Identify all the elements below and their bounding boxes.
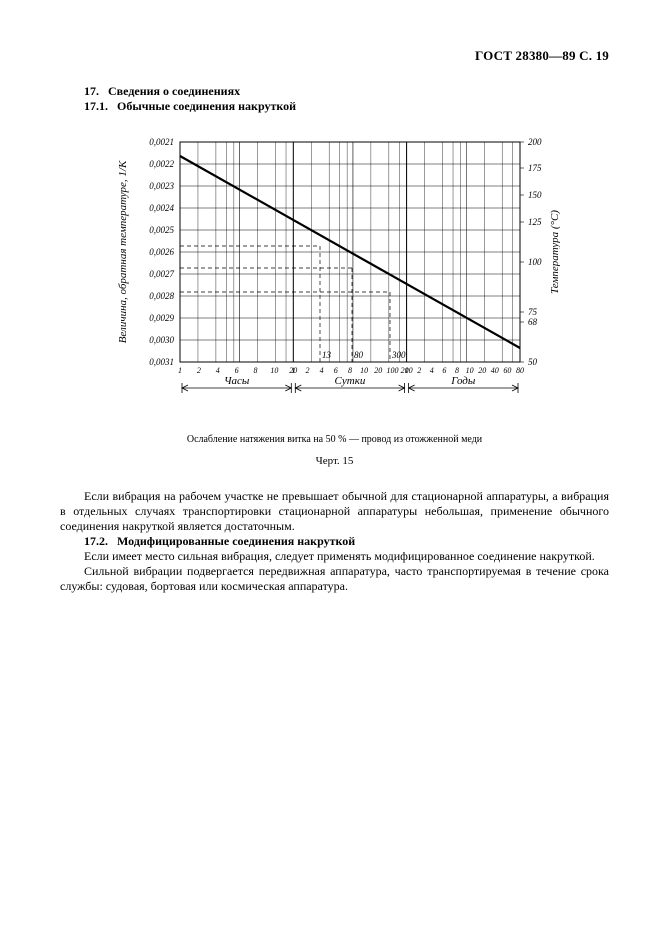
svg-text:175: 175 xyxy=(528,163,542,173)
svg-text:200: 200 xyxy=(528,137,542,147)
sec-num: 17. xyxy=(84,84,99,98)
svg-text:50: 50 xyxy=(528,357,538,367)
figure-number: Черт. 15 xyxy=(60,455,609,467)
paragraph-3: Сильной вибрации подвергается передвижна… xyxy=(60,564,609,594)
svg-text:6: 6 xyxy=(333,366,337,375)
svg-text:8: 8 xyxy=(253,366,257,375)
svg-text:20: 20 xyxy=(478,366,486,375)
svg-text:80: 80 xyxy=(354,350,364,360)
svg-text:0,0030: 0,0030 xyxy=(149,335,174,345)
svg-text:4: 4 xyxy=(319,366,323,375)
svg-text:4: 4 xyxy=(215,366,219,375)
svg-text:0,0028: 0,0028 xyxy=(149,291,174,301)
section-17-1-heading: 17.1. Обычные соединения накруткой xyxy=(60,99,609,114)
svg-text:75: 75 xyxy=(528,307,538,317)
svg-text:1: 1 xyxy=(404,366,408,375)
svg-text:0,0029: 0,0029 xyxy=(149,313,174,323)
svg-text:Сутки: Сутки xyxy=(334,375,365,387)
svg-text:100: 100 xyxy=(528,257,542,267)
svg-text:68: 68 xyxy=(528,317,538,327)
svg-text:10: 10 xyxy=(465,366,473,375)
svg-text:0,0025: 0,0025 xyxy=(149,225,174,235)
svg-text:8: 8 xyxy=(455,366,459,375)
svg-text:Величина, обратная температуре: Величина, обратная температуре, 1/К xyxy=(117,160,129,343)
svg-text:0,0024: 0,0024 xyxy=(149,203,174,213)
svg-text:Температура (°C): Температура (°C) xyxy=(549,210,560,294)
svg-text:2: 2 xyxy=(417,366,421,375)
svg-text:1: 1 xyxy=(291,366,295,375)
svg-text:80: 80 xyxy=(516,366,524,375)
svg-text:40: 40 xyxy=(490,366,498,375)
svg-text:0,0027: 0,0027 xyxy=(149,269,174,279)
section-17-heading: 17. Сведения о соединениях xyxy=(60,84,609,99)
sec-sub2-title: Модифицированные соединения накруткой xyxy=(117,534,355,548)
svg-text:2: 2 xyxy=(305,366,309,375)
svg-text:0,0022: 0,0022 xyxy=(149,159,174,169)
svg-text:Годы: Годы xyxy=(450,375,476,387)
svg-text:6: 6 xyxy=(442,366,446,375)
svg-text:Часы: Часы xyxy=(223,375,249,387)
svg-text:4: 4 xyxy=(429,366,433,375)
svg-text:0,0026: 0,0026 xyxy=(149,247,174,257)
svg-text:6: 6 xyxy=(234,366,238,375)
svg-text:20: 20 xyxy=(374,366,382,375)
svg-text:0,0031: 0,0031 xyxy=(149,357,174,367)
svg-text:10: 10 xyxy=(360,366,368,375)
svg-text:2: 2 xyxy=(196,366,200,375)
paragraph-2: Если имеет место сильная вибрация, следу… xyxy=(60,549,609,564)
sec-sub2-num: 17.2. xyxy=(84,534,108,548)
sec-sub1-title: Обычные соединения накруткой xyxy=(117,99,296,113)
svg-text:0,0021: 0,0021 xyxy=(149,137,174,147)
svg-text:150: 150 xyxy=(528,190,542,200)
chart-figure: 0,0021 0,0022 0,0023 0,0024 0,0025 0,0026 0,00… xyxy=(110,128,560,418)
sec-title-text: Сведения о соединениях xyxy=(108,84,240,98)
svg-text:10: 10 xyxy=(270,366,278,375)
svg-text:60: 60 xyxy=(503,366,511,375)
svg-text:300: 300 xyxy=(391,350,406,360)
svg-text:13: 13 xyxy=(322,350,332,360)
chart-caption: Ослабление натяжения витка на 50 % — про… xyxy=(60,434,609,445)
svg-text:100: 100 xyxy=(386,366,398,375)
paragraph-1: Если вибрация на рабочем участке не прев… xyxy=(60,489,609,534)
svg-text:0,0023: 0,0023 xyxy=(149,181,174,191)
section-17-2-heading: 17.2. Модифицированные соединения накрут… xyxy=(60,534,609,549)
sec-sub1-num: 17.1. xyxy=(84,99,108,113)
page-header: ГОСТ 28380—89 С. 19 xyxy=(60,48,609,64)
svg-text:8: 8 xyxy=(347,366,351,375)
svg-text:1: 1 xyxy=(178,366,182,375)
svg-text:125: 125 xyxy=(528,217,542,227)
